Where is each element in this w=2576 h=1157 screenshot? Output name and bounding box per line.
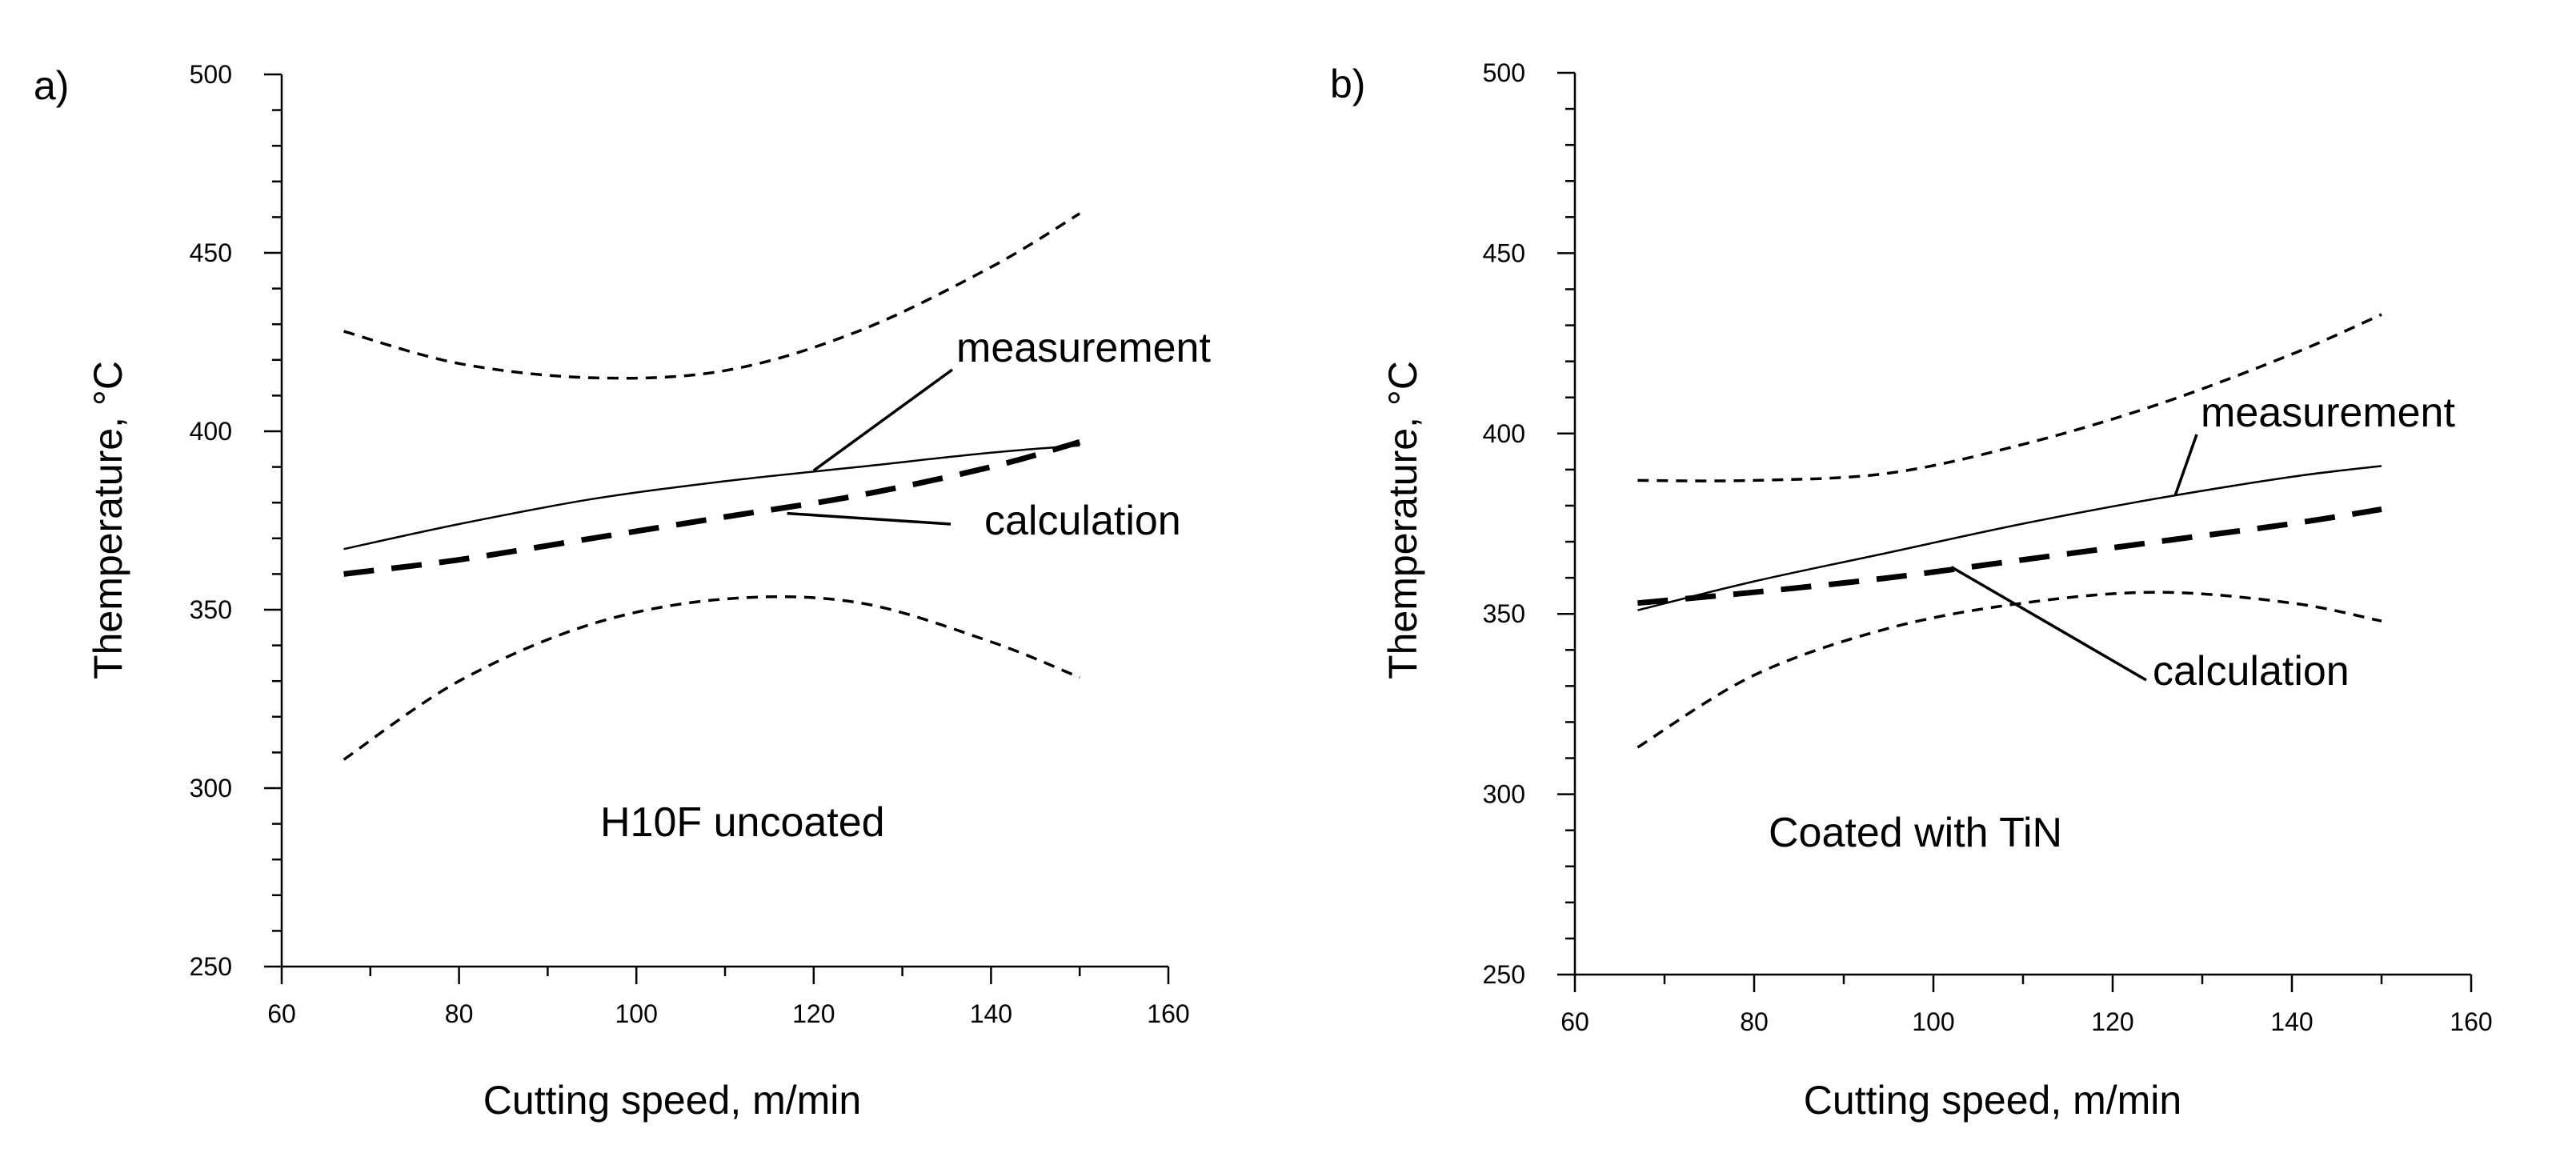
y-tick-label: 350: [190, 595, 232, 624]
series-line-measurement: [1637, 465, 2382, 611]
annotation-leader-line: [812, 368, 954, 472]
series-line-lower-bound: [1637, 591, 2382, 749]
y-tick-label: 300: [1483, 780, 1525, 809]
annotation-measurement: measurement: [2201, 390, 2455, 436]
inset-label: H10F uncoated: [600, 799, 885, 846]
annotation-calculation: calculation: [984, 498, 1181, 544]
annotation-leader-line: [2173, 434, 2198, 496]
annotation-measurement: measurement: [956, 325, 1211, 371]
x-tick-label: 60: [267, 999, 296, 1028]
y-tick-label: 400: [1483, 419, 1525, 448]
x-tick-label: 140: [2270, 1007, 2313, 1036]
series-line-upper-bound: [1637, 313, 2382, 482]
chart-panel-a: 60 80 100 120 140 160 250 300 350 400 450 500 Cuttin…: [34, 60, 1211, 1123]
x-tick-label: 80: [445, 999, 474, 1028]
x-tick-label: 80: [1740, 1007, 1769, 1036]
x-axis-title: Cutting speed, m/min: [483, 1078, 861, 1123]
series-line-lower-bound: [343, 595, 1080, 761]
y-tick-label: 450: [1483, 238, 1525, 267]
x-tick-label: 100: [1912, 1007, 1954, 1036]
x-tick-label: 160: [1147, 999, 1189, 1028]
y-tick-label: 500: [190, 60, 232, 89]
y-tick-label: 250: [190, 952, 232, 981]
y-tick-label: 250: [1483, 960, 1525, 989]
inset-label: Coated with TiN: [1769, 810, 2062, 856]
x-tick-label: 100: [615, 999, 658, 1028]
x-tick-label: 140: [970, 999, 1012, 1028]
x-tick-label: 60: [1560, 1007, 1589, 1036]
x-tick-label: 120: [792, 999, 835, 1028]
x-tick-label: 120: [2091, 1007, 2133, 1036]
y-tick-label: 450: [190, 238, 232, 267]
series-line-upper-bound: [343, 212, 1081, 380]
series-line-calculation: [1637, 506, 2382, 607]
y-axis-title: Themperature, °C: [86, 361, 130, 679]
annotation-calculation: calculation: [2153, 648, 2350, 695]
annotation-leader-line: [1950, 566, 2147, 682]
y-tick-label: 350: [1483, 599, 1525, 628]
chart-panel-b: 60 80 100 120 140 160 250 300 350 400 450 500 Cuttin…: [1330, 58, 2493, 1123]
y-tick-label: 400: [190, 417, 232, 446]
x-axis-title: Cutting speed, m/min: [1804, 1078, 2181, 1123]
x-tick-label: 160: [2450, 1007, 2492, 1036]
series-line-measurement: [343, 444, 1080, 550]
y-tick-label: 300: [190, 774, 232, 803]
y-axis-title: Themperature, °C: [1380, 361, 1425, 679]
annotation-leader-line: [787, 511, 951, 526]
y-tick-label: 500: [1483, 58, 1525, 87]
panel-label: a): [34, 63, 69, 108]
panel-label: b): [1330, 62, 1365, 106]
series-line-calculation: [343, 439, 1081, 577]
